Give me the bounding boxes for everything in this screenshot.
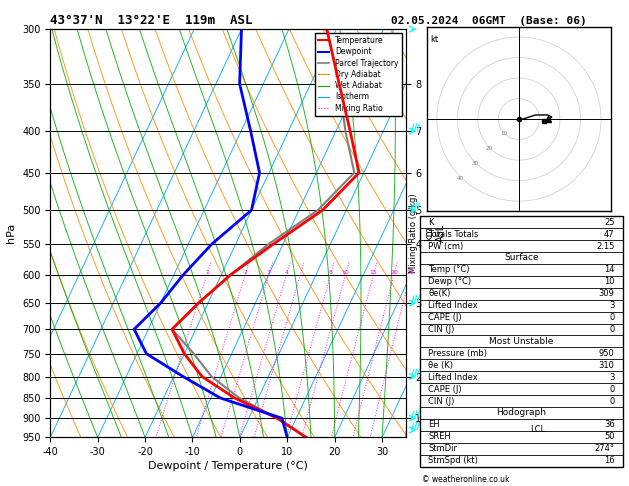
Text: 50: 50 xyxy=(604,432,615,441)
Text: 3: 3 xyxy=(267,270,271,275)
Text: 40: 40 xyxy=(456,175,464,181)
Text: Dewp (°C): Dewp (°C) xyxy=(428,278,471,286)
Text: 0: 0 xyxy=(610,313,615,322)
Text: 309: 309 xyxy=(599,289,615,298)
Text: 10: 10 xyxy=(342,270,350,275)
Text: θe(K): θe(K) xyxy=(428,289,450,298)
Text: 0: 0 xyxy=(610,384,615,394)
Text: StmSpd (kt): StmSpd (kt) xyxy=(428,456,478,465)
Text: 30: 30 xyxy=(471,161,478,166)
Y-axis label: km
ASL: km ASL xyxy=(425,224,446,243)
Y-axis label: hPa: hPa xyxy=(6,223,16,243)
Text: Mixing Ratio (g/kg): Mixing Ratio (g/kg) xyxy=(409,193,418,273)
Text: 2.15: 2.15 xyxy=(596,242,615,251)
Text: Temp (°C): Temp (°C) xyxy=(428,265,470,275)
Text: PW (cm): PW (cm) xyxy=(428,242,464,251)
Text: Pressure (mb): Pressure (mb) xyxy=(428,349,487,358)
Text: 43°37'N  13°22'E  119m  ASL: 43°37'N 13°22'E 119m ASL xyxy=(50,14,253,27)
Text: 16: 16 xyxy=(604,456,615,465)
Text: 4: 4 xyxy=(284,270,289,275)
Text: Lifted Index: Lifted Index xyxy=(428,301,478,310)
Text: 3: 3 xyxy=(610,301,615,310)
Text: 10: 10 xyxy=(501,131,508,137)
Text: 1: 1 xyxy=(205,270,209,275)
Text: 274°: 274° xyxy=(594,444,615,453)
Text: CIN (J): CIN (J) xyxy=(428,397,455,405)
Text: 25: 25 xyxy=(406,270,414,275)
Text: Totals Totals: Totals Totals xyxy=(428,230,479,239)
Legend: Temperature, Dewpoint, Parcel Trajectory, Dry Adiabat, Wet Adiabat, Isotherm, Mi: Temperature, Dewpoint, Parcel Trajectory… xyxy=(314,33,402,116)
Text: EH: EH xyxy=(428,420,440,429)
Text: 20: 20 xyxy=(486,146,493,151)
Text: Hodograph: Hodograph xyxy=(496,408,547,417)
Text: CAPE (J): CAPE (J) xyxy=(428,384,462,394)
Text: 25: 25 xyxy=(604,218,615,227)
Text: 14: 14 xyxy=(604,265,615,275)
Text: θe (K): θe (K) xyxy=(428,361,454,370)
Text: Most Unstable: Most Unstable xyxy=(489,337,554,346)
Text: CAPE (J): CAPE (J) xyxy=(428,313,462,322)
Text: StmDir: StmDir xyxy=(428,444,457,453)
Text: 20: 20 xyxy=(390,270,398,275)
Text: 310: 310 xyxy=(599,361,615,370)
Text: 47: 47 xyxy=(604,230,615,239)
Text: LCL: LCL xyxy=(530,425,545,434)
Text: SREH: SREH xyxy=(428,432,451,441)
Text: 36: 36 xyxy=(604,420,615,429)
Text: 3: 3 xyxy=(610,373,615,382)
Text: 950: 950 xyxy=(599,349,615,358)
Text: 2: 2 xyxy=(243,270,247,275)
Text: 02.05.2024  06GMT  (Base: 06): 02.05.2024 06GMT (Base: 06) xyxy=(391,16,587,26)
Text: 10: 10 xyxy=(604,278,615,286)
Text: kt: kt xyxy=(431,35,439,44)
X-axis label: Dewpoint / Temperature (°C): Dewpoint / Temperature (°C) xyxy=(148,461,308,471)
Text: Lifted Index: Lifted Index xyxy=(428,373,478,382)
Text: 0: 0 xyxy=(610,325,615,334)
Text: CIN (J): CIN (J) xyxy=(428,325,455,334)
Text: © weatheronline.co.uk: © weatheronline.co.uk xyxy=(421,474,509,484)
Text: 0: 0 xyxy=(610,397,615,405)
Text: 15: 15 xyxy=(370,270,377,275)
Text: K: K xyxy=(428,218,434,227)
Text: 8: 8 xyxy=(329,270,333,275)
Text: Surface: Surface xyxy=(504,254,539,262)
